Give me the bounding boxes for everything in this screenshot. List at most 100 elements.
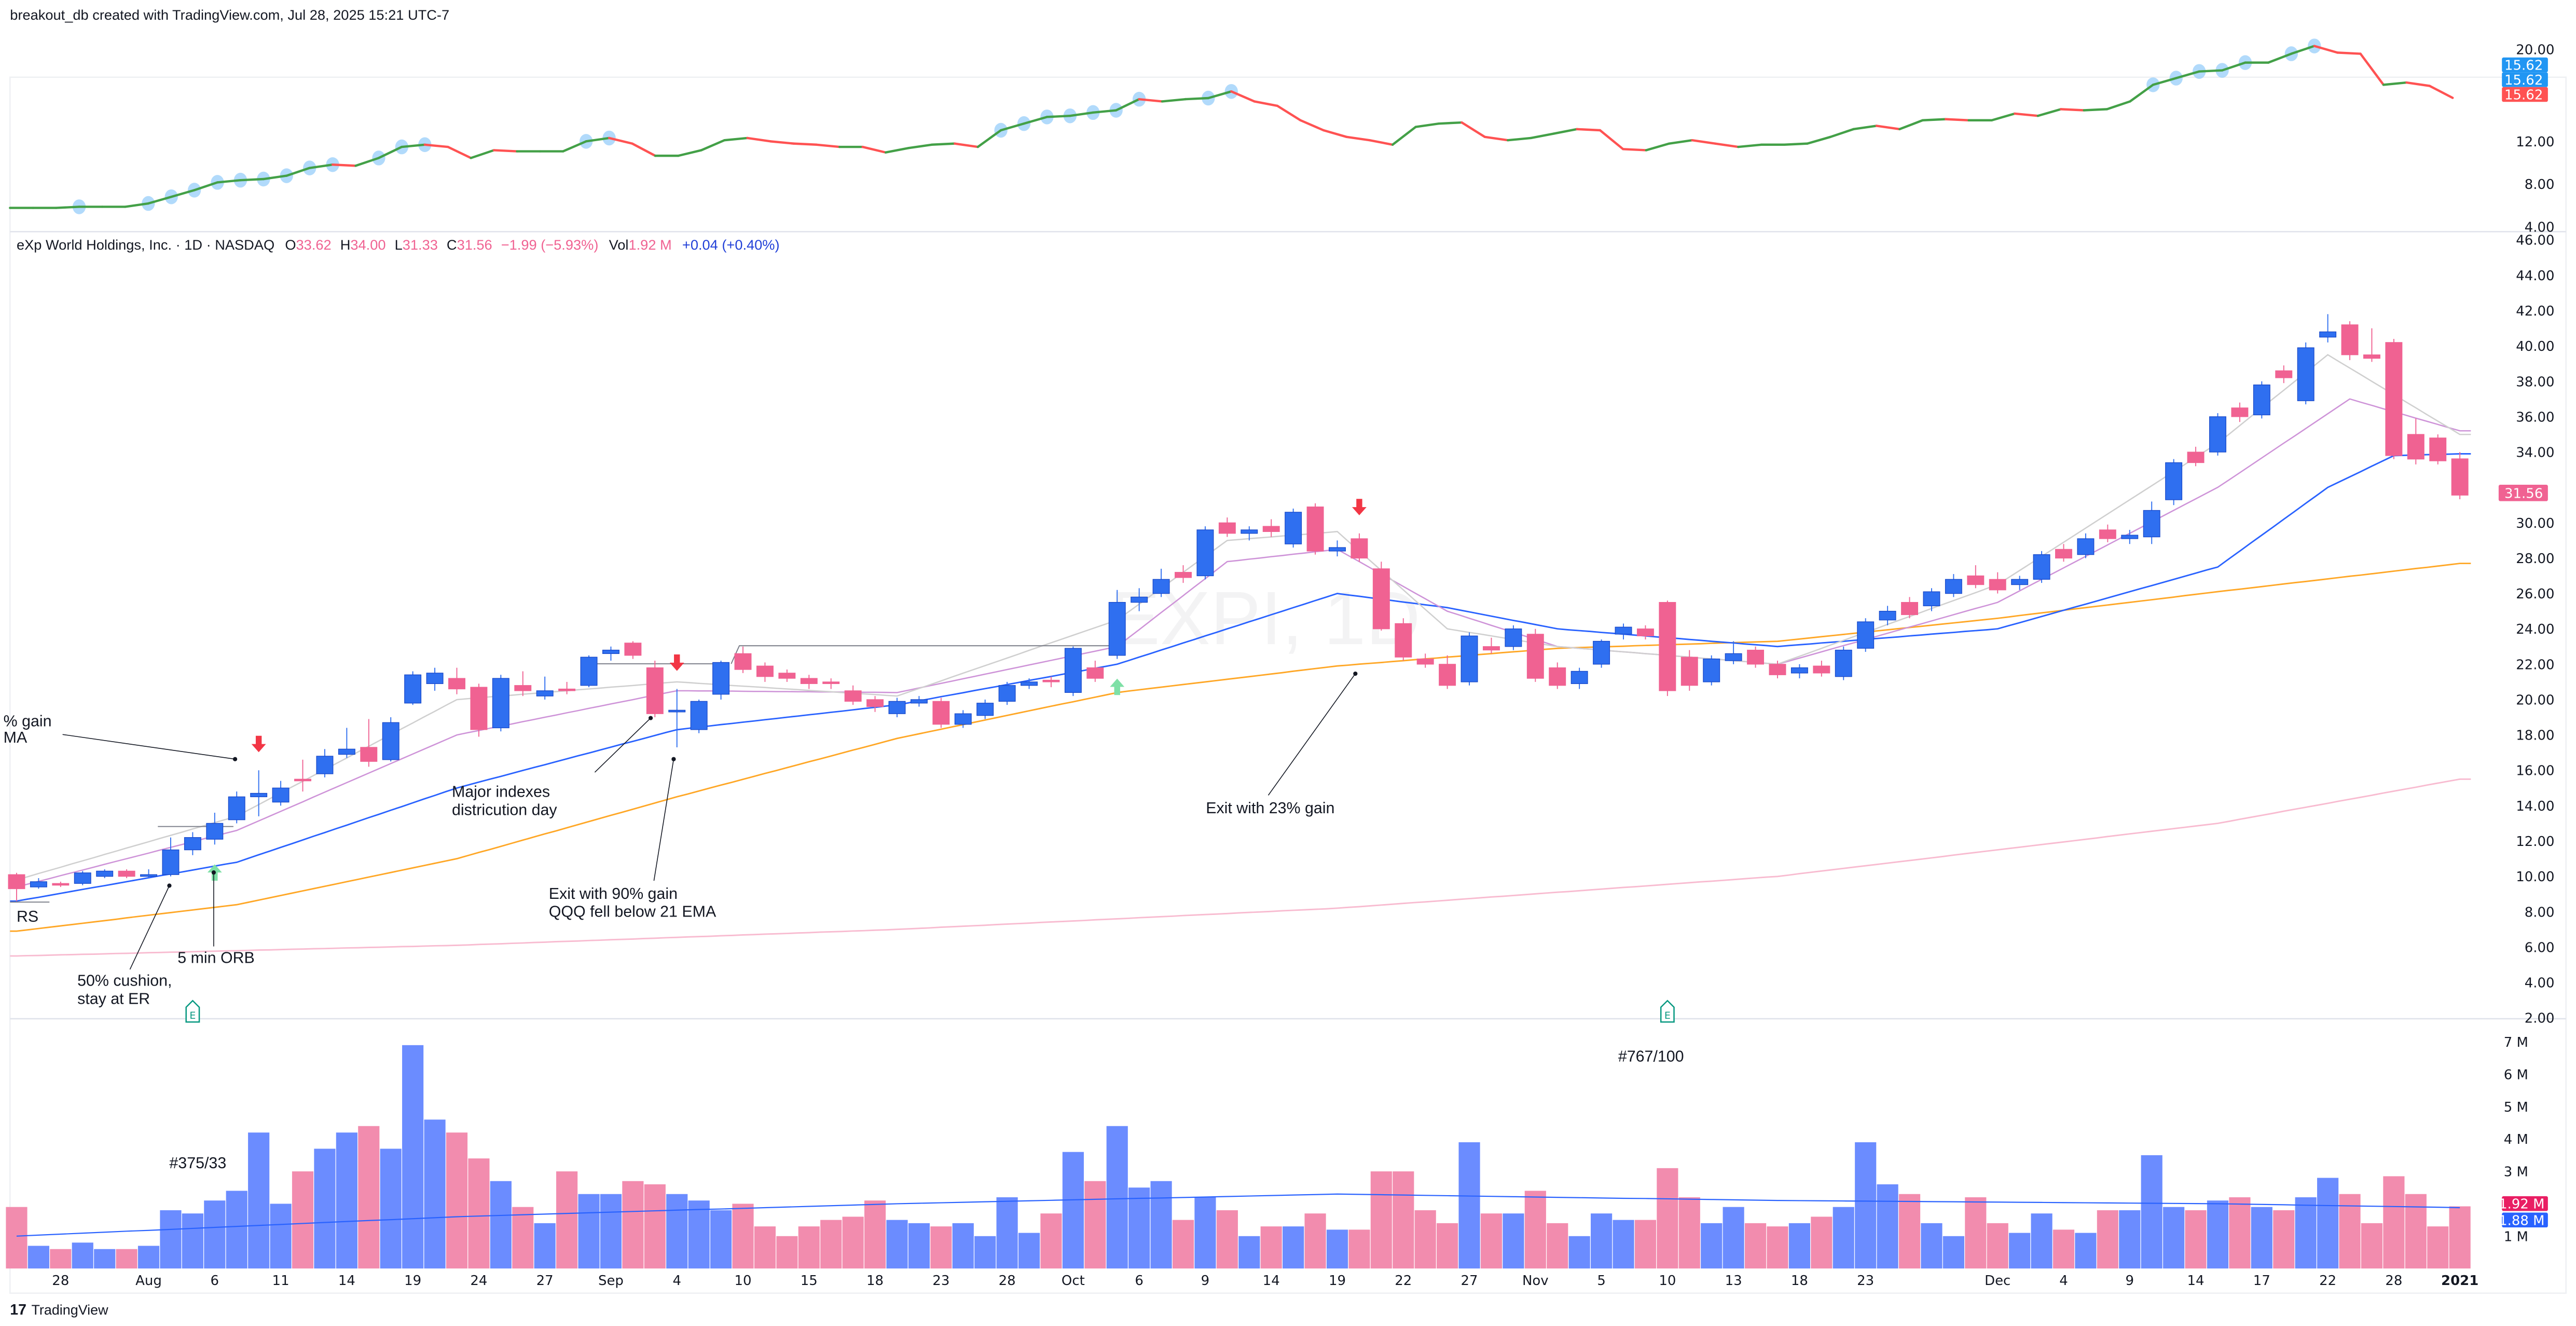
candle[interactable]	[1945, 574, 1962, 597]
volume-bar[interactable]	[776, 1236, 798, 1269]
candle[interactable]	[1042, 676, 1060, 688]
candle[interactable]	[118, 869, 135, 879]
volume-bar[interactable]	[2427, 1226, 2449, 1269]
candle[interactable]	[1241, 526, 1258, 541]
volume-bar[interactable]	[996, 1197, 1018, 1269]
volume-bar[interactable]	[1965, 1197, 1987, 1269]
candle[interactable]	[206, 813, 224, 845]
candle[interactable]	[96, 869, 114, 879]
volume-bar[interactable]	[2383, 1176, 2405, 1269]
candle[interactable]	[2319, 314, 2337, 343]
candle[interactable]	[602, 646, 619, 661]
volume-bar[interactable]	[1106, 1126, 1128, 1269]
volume-bar[interactable]	[1524, 1191, 1546, 1269]
volume-bar[interactable]	[1591, 1213, 1613, 1269]
annotation-cushion[interactable]: stay at ER	[77, 990, 150, 1007]
candle[interactable]	[2011, 576, 2029, 590]
candle[interactable]	[382, 717, 400, 762]
candle[interactable]	[2121, 529, 2139, 544]
candle[interactable]	[1372, 562, 1390, 631]
volume-bar[interactable]	[864, 1200, 886, 1269]
candle[interactable]	[888, 698, 906, 718]
volume-bar[interactable]	[512, 1207, 534, 1269]
volume-bar[interactable]	[1194, 1197, 1216, 1269]
candle[interactable]	[778, 669, 796, 682]
candle[interactable]	[1967, 565, 1985, 589]
candle[interactable]	[2165, 459, 2183, 505]
volume-bar[interactable]	[1701, 1223, 1723, 1269]
annotation-rank[interactable]: #375/33	[169, 1154, 226, 1172]
volume-bar[interactable]	[2141, 1155, 2162, 1269]
candle[interactable]	[998, 681, 1016, 705]
volume-bar[interactable]	[688, 1200, 710, 1269]
annotation-rs[interactable]: RS	[17, 908, 38, 925]
volume-bar[interactable]	[292, 1171, 314, 1269]
volume-bar[interactable]	[600, 1194, 622, 1269]
candle[interactable]	[2407, 418, 2425, 464]
candle[interactable]	[866, 696, 884, 712]
volume-bar[interactable]	[798, 1226, 820, 1269]
candle[interactable]	[1329, 540, 1346, 557]
volume-bar[interactable]	[1283, 1226, 1304, 1269]
candle[interactable]	[954, 710, 972, 728]
annotation-exit-90[interactable]: QQQ fell below 21 EMA	[549, 903, 717, 921]
candle[interactable]	[1416, 653, 1434, 668]
volume-bar[interactable]	[2295, 1197, 2317, 1269]
candle[interactable]	[1461, 632, 1478, 686]
volume-bar[interactable]	[1040, 1213, 1062, 1269]
volume-bar[interactable]	[2009, 1233, 2031, 1269]
candle[interactable]	[2363, 328, 2380, 362]
annotation-distribution[interactable]: Major indexes	[452, 783, 550, 801]
candle[interactable]	[1680, 650, 1698, 691]
candle[interactable]	[1439, 655, 1456, 689]
candle[interactable]	[2385, 339, 2403, 459]
volume-bar[interactable]	[1855, 1142, 1877, 1269]
candle[interactable]	[1131, 588, 1148, 611]
annotation-gain-ma[interactable]: % gain	[4, 712, 52, 730]
volume-bar[interactable]	[270, 1204, 292, 1269]
candle[interactable]	[74, 871, 91, 885]
candle[interactable]	[514, 671, 532, 696]
volume-bar[interactable]	[2207, 1200, 2229, 1269]
volume-bar[interactable]	[886, 1220, 908, 1269]
volume-bar[interactable]	[2163, 1207, 2185, 1269]
candle[interactable]	[1152, 568, 1170, 597]
volume-bar[interactable]	[468, 1158, 490, 1269]
volume-bar[interactable]	[1921, 1223, 1943, 1269]
candle[interactable]	[52, 881, 70, 887]
candle[interactable]	[2143, 501, 2160, 544]
annotation-gain-ma[interactable]: MA	[4, 729, 27, 746]
volume-bar[interactable]	[1216, 1210, 1238, 1269]
volume-bar[interactable]	[1987, 1223, 2008, 1269]
candle[interactable]	[2297, 342, 2315, 405]
volume-bar[interactable]	[952, 1223, 974, 1269]
candle[interactable]	[932, 698, 950, 728]
candle[interactable]	[734, 646, 752, 673]
volume-bar[interactable]	[116, 1249, 137, 1269]
candle[interactable]	[1901, 597, 1918, 619]
candle[interactable]	[756, 662, 774, 682]
candle[interactable]	[360, 719, 378, 767]
volume-bar[interactable]	[820, 1220, 842, 1269]
candle[interactable]	[580, 655, 598, 688]
volume-bar[interactable]	[1238, 1236, 1260, 1269]
candle[interactable]	[1505, 625, 1522, 650]
candle[interactable]	[1549, 662, 1566, 689]
candle[interactable]	[910, 696, 928, 707]
volume-bar[interactable]	[6, 1207, 27, 1269]
annotation-exit-90[interactable]: Exit with 90% gain	[549, 885, 678, 903]
candle[interactable]	[1747, 646, 1765, 668]
candle[interactable]	[976, 699, 994, 719]
volume-bar[interactable]	[204, 1200, 226, 1269]
candle[interactable]	[536, 676, 554, 700]
candle[interactable]	[1769, 661, 1786, 679]
volume-bar[interactable]	[842, 1216, 864, 1269]
candle[interactable]	[316, 749, 334, 777]
horizontal-line[interactable]	[731, 645, 1121, 664]
volume-bar[interactable]	[2361, 1223, 2383, 1269]
volume-bar[interactable]	[644, 1184, 666, 1269]
candle[interactable]	[8, 872, 25, 901]
candle[interactable]	[1526, 628, 1544, 682]
candle[interactable]	[844, 685, 862, 705]
